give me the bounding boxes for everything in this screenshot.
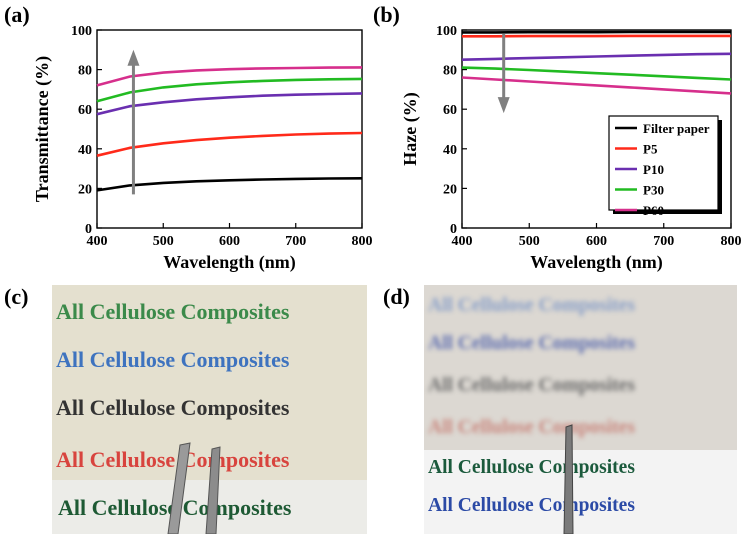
y-tick-label: 20: [78, 182, 92, 197]
transmittance-chart: 400 500 600 700 800 0 20 40 60 80 100 Wavelength (n…: [32, 24, 373, 273]
x-axis-label: Wavelength (nm): [163, 252, 296, 273]
photo-text-line: All Cellulose Composites: [56, 299, 290, 324]
photo-text-line: All Cellulose Composites: [428, 457, 635, 478]
photo-d: All Cellulose Composites All Cellulose Co…: [424, 285, 737, 534]
photo-c: All Cellulose Composites All Cellulose Co…: [52, 285, 367, 534]
panel-label-a: (a): [4, 2, 30, 27]
y-tick-label: 100: [436, 24, 457, 39]
photo-text-line: All Cellulose Composites: [56, 447, 290, 472]
y-tick-label: 40: [78, 143, 92, 158]
tweezers-icon: [563, 424, 574, 534]
y-tick-label: 80: [443, 64, 457, 79]
legend-label: P30: [643, 183, 664, 198]
y-axis-label: Haze (%): [400, 92, 421, 165]
y-tick-label: 60: [443, 103, 457, 118]
x-tick-label: 700: [285, 234, 306, 249]
x-tick-label: 700: [653, 234, 674, 249]
series-line-5: [461, 76, 732, 95]
y-tick-label: 20: [443, 182, 457, 197]
photo-text-line: All Cellulose Composites: [428, 417, 635, 438]
x-tick-label: 600: [219, 234, 240, 249]
x-tick-label: 600: [586, 234, 607, 249]
panel-label-c: (c): [4, 284, 29, 309]
y-axis-label: Transmittance (%): [32, 56, 53, 202]
panel-label-d: (d): [383, 284, 410, 309]
x-tick-label: 500: [153, 234, 174, 249]
legend-box: [608, 115, 719, 211]
haze-chart: 400 500 600 700 800 0 20 40 60 80 100 Wavelength (n…: [400, 24, 742, 273]
legend-label: P5: [643, 142, 658, 157]
y-tick-label: 80: [78, 64, 92, 79]
photo-text-line: All Cellulose Composites: [56, 347, 290, 372]
photo-d-stripe: [424, 450, 737, 534]
y-tick-label: 0: [85, 222, 92, 237]
x-tick-label: 400: [87, 234, 108, 249]
series-line-3: [96, 92, 363, 116]
legend-label: Filter paper: [643, 121, 710, 136]
photo-text-line: All Cellulose Composites: [428, 495, 635, 516]
series-line-3: [461, 52, 732, 61]
photo-text-line: All Cellulose Composites: [428, 295, 635, 316]
series-line-5: [96, 66, 363, 87]
y-tick-label: 60: [78, 103, 92, 118]
legend-label: P10: [643, 162, 664, 177]
x-tick-label: 400: [452, 234, 473, 249]
y-tick-label: 100: [71, 24, 92, 39]
panel-label-b: (b): [373, 2, 400, 27]
x-tick-label: 800: [352, 234, 373, 249]
photo-text-line: All Cellulose Composites: [428, 333, 635, 354]
trend-arrow-head: [127, 49, 140, 66]
series-line-4: [461, 66, 732, 81]
series-line-1: [96, 177, 363, 192]
series-line-4: [96, 77, 363, 103]
trend-arrow-head: [497, 97, 510, 114]
legend-label: P60: [643, 203, 664, 218]
series-line-2: [96, 131, 363, 157]
photo-text-line: All Cellulose Composites: [56, 395, 290, 420]
x-tick-label: 800: [721, 234, 742, 249]
x-axis-label: Wavelength (nm): [530, 252, 663, 273]
photo-text-line: All Cellulose Composites: [428, 375, 635, 396]
tweezers-icon: [167, 442, 221, 534]
x-tick-label: 500: [519, 234, 540, 249]
y-tick-label: 0: [450, 222, 457, 237]
y-tick-label: 40: [443, 143, 457, 158]
